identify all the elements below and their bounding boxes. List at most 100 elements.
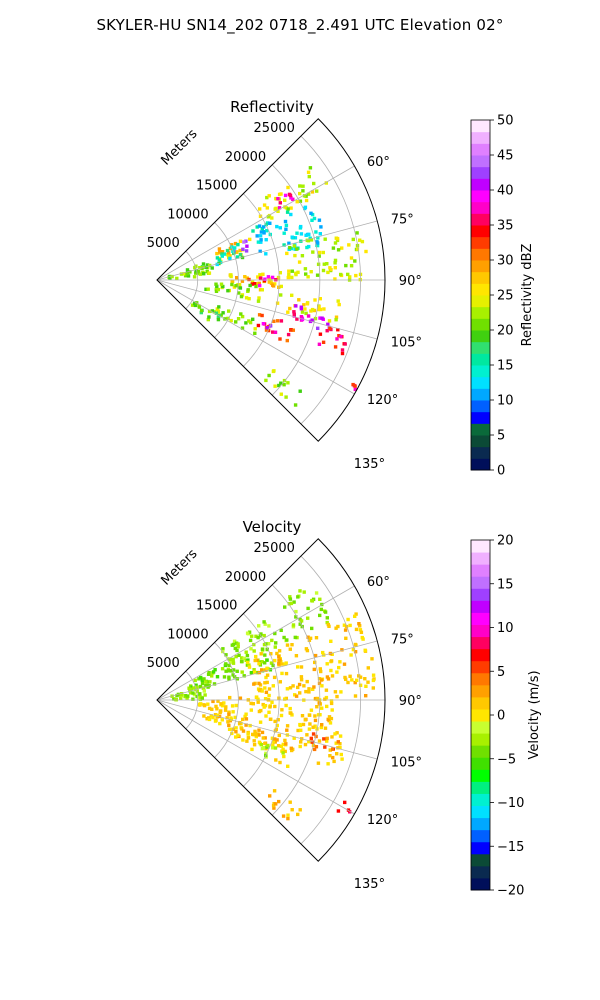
echo-cell: [260, 647, 265, 651]
echo-cell: [220, 252, 224, 256]
colorbar-segment: [471, 131, 490, 144]
echo-cell: [198, 272, 202, 276]
echo-cell: [264, 751, 268, 756]
colorbar-segment: [471, 672, 490, 686]
echo-cell: [235, 648, 239, 653]
echo-cell: [215, 307, 219, 311]
echo-cell: [333, 261, 337, 265]
echo-cell: [318, 667, 322, 671]
echo-cell: [250, 280, 255, 284]
echo-cell: [325, 662, 329, 666]
echo-cell: [331, 246, 336, 250]
echo-cell: [317, 681, 322, 685]
echo-cell: [327, 319, 332, 323]
echo-cell: [350, 678, 354, 682]
echo-cell: [227, 675, 231, 679]
echo-cell: [257, 296, 261, 300]
echo-cell: [239, 294, 244, 299]
echo-cell: [207, 315, 211, 319]
echo-cell: [264, 238, 268, 242]
echo-cell: [258, 273, 262, 277]
colorbar-tick-label: 20: [497, 324, 514, 339]
echo-cell: [344, 263, 348, 268]
echo-cell: [371, 686, 375, 690]
echo-cell: [234, 726, 238, 730]
velocity-tick-labels: 5000 10000 15000 20000 25000 60° 75° 90° 105° 120…: [147, 541, 422, 892]
echo-cell: [343, 628, 348, 632]
echo-cell: [310, 190, 315, 194]
azimuth-spoke: [156, 279, 355, 395]
echo-cell: [294, 304, 298, 308]
echo-cell: [279, 628, 283, 632]
echo-cell: [298, 691, 302, 695]
echo-cell: [363, 677, 367, 681]
echo-cell: [207, 309, 212, 314]
echo-cell: [197, 305, 202, 309]
echo-cell: [286, 816, 290, 821]
echo-cell: [199, 308, 204, 313]
echo-cell: [263, 653, 267, 657]
colorbar-tick-label: 15: [497, 577, 514, 592]
echo-cell: [285, 724, 290, 728]
echo-cell: [268, 705, 272, 709]
echo-cell: [263, 622, 267, 626]
echo-cell: [284, 671, 289, 676]
colorbar-segment: [471, 271, 490, 284]
echo-cell: [333, 732, 337, 736]
echo-cell: [353, 259, 357, 263]
echo-cell: [316, 241, 320, 245]
echo-cell: [334, 315, 339, 319]
echo-cell: [229, 243, 234, 247]
echo-cell: [284, 703, 288, 708]
echo-cell: [278, 271, 282, 275]
echo-cell: [179, 272, 184, 276]
echo-cell: [319, 607, 323, 612]
echo-cell: [338, 745, 342, 750]
colorbar-segment: [471, 260, 490, 273]
echo-cell: [216, 287, 220, 292]
echo-cell: [353, 384, 357, 388]
echo-cell: [246, 732, 250, 736]
echo-cell: [312, 685, 316, 689]
echo-cell: [220, 718, 224, 722]
echo-cell: [265, 680, 269, 685]
echo-cell: [295, 231, 299, 235]
echo-cell: [294, 615, 298, 619]
echo-cell: [299, 665, 304, 669]
echo-cell: [265, 206, 269, 210]
echo-cell: [326, 322, 330, 326]
echo-cell: [269, 652, 273, 656]
echo-cell: [277, 383, 281, 388]
echo-cell: [202, 272, 206, 276]
echo-cell: [298, 808, 302, 812]
echo-cell: [318, 597, 322, 601]
echo-cell: [303, 206, 307, 211]
echo-cell: [288, 647, 292, 651]
colorbar-tick-label: 10: [497, 621, 514, 636]
echo-cell: [340, 757, 344, 761]
echo-cell: [273, 704, 277, 709]
echo-cell: [328, 754, 332, 758]
azimuth-tick-label: 75°: [391, 633, 414, 648]
colorbar-segment: [471, 365, 490, 378]
echo-cell: [284, 227, 288, 231]
echo-cell: [353, 614, 357, 618]
echo-cell: [227, 677, 231, 681]
echo-cell: [321, 650, 325, 655]
echo-cell: [194, 269, 198, 273]
echo-cell: [323, 697, 327, 701]
echo-cell: [196, 269, 201, 274]
echo-cell: [316, 713, 321, 717]
echo-cell: [256, 240, 261, 244]
echo-cell: [252, 739, 256, 743]
colorbar-tick-label: −15: [497, 840, 524, 855]
echo-cell: [250, 282, 254, 286]
echo-cell: [264, 714, 268, 718]
echo-cell: [270, 736, 275, 740]
velocity-echoes: [170, 589, 376, 821]
echo-cell: [274, 758, 278, 762]
echo-cell: [277, 733, 281, 738]
echo-cell: [257, 681, 261, 686]
echo-cell: [346, 808, 351, 812]
echo-cell: [298, 389, 302, 393]
